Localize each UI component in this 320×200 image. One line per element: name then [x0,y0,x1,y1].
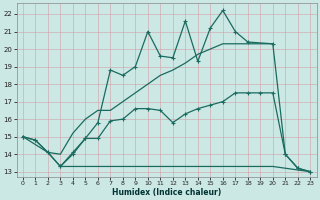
X-axis label: Humidex (Indice chaleur): Humidex (Indice chaleur) [112,188,221,197]
